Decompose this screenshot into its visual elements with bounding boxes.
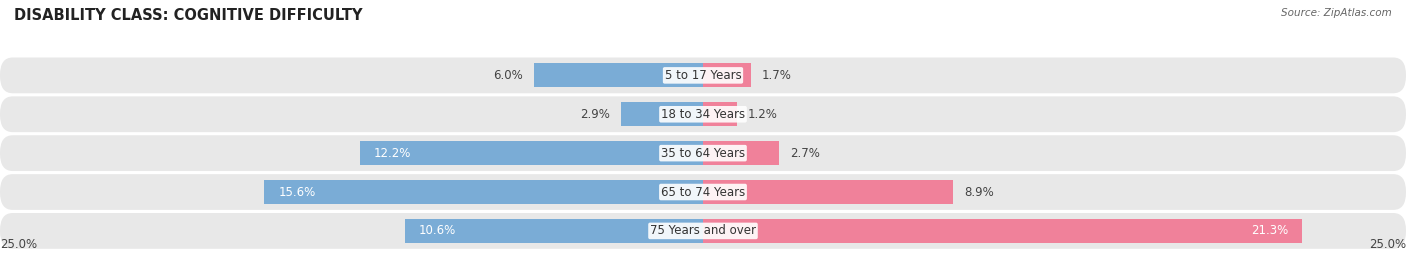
Bar: [703, 219, 1302, 243]
Text: 75 Years and over: 75 Years and over: [650, 224, 756, 237]
Bar: [703, 63, 751, 87]
Bar: [534, 63, 703, 87]
Text: 1.2%: 1.2%: [748, 108, 778, 121]
Text: 35 to 64 Years: 35 to 64 Years: [661, 147, 745, 160]
Text: 6.0%: 6.0%: [494, 69, 523, 82]
Text: 10.6%: 10.6%: [419, 224, 456, 237]
FancyBboxPatch shape: [0, 174, 1406, 210]
Text: DISABILITY CLASS: COGNITIVE DIFFICULTY: DISABILITY CLASS: COGNITIVE DIFFICULTY: [14, 8, 363, 23]
Text: 25.0%: 25.0%: [1369, 238, 1406, 251]
Bar: [703, 141, 779, 165]
Text: 18 to 34 Years: 18 to 34 Years: [661, 108, 745, 121]
Bar: [703, 180, 953, 204]
Bar: [621, 102, 703, 126]
Bar: [703, 102, 737, 126]
Bar: [264, 180, 703, 204]
Text: 2.7%: 2.7%: [790, 147, 820, 160]
Text: Source: ZipAtlas.com: Source: ZipAtlas.com: [1281, 8, 1392, 18]
Text: 15.6%: 15.6%: [278, 185, 315, 198]
FancyBboxPatch shape: [0, 213, 1406, 249]
Bar: [360, 141, 703, 165]
Text: 12.2%: 12.2%: [374, 147, 412, 160]
FancyBboxPatch shape: [0, 58, 1406, 93]
Text: 2.9%: 2.9%: [581, 108, 610, 121]
Text: 21.3%: 21.3%: [1251, 224, 1288, 237]
Text: 8.9%: 8.9%: [965, 185, 994, 198]
Text: 25.0%: 25.0%: [0, 238, 37, 251]
FancyBboxPatch shape: [0, 135, 1406, 171]
FancyBboxPatch shape: [0, 96, 1406, 132]
Bar: [405, 219, 703, 243]
Text: 5 to 17 Years: 5 to 17 Years: [665, 69, 741, 82]
Text: 65 to 74 Years: 65 to 74 Years: [661, 185, 745, 198]
Text: 1.7%: 1.7%: [762, 69, 792, 82]
